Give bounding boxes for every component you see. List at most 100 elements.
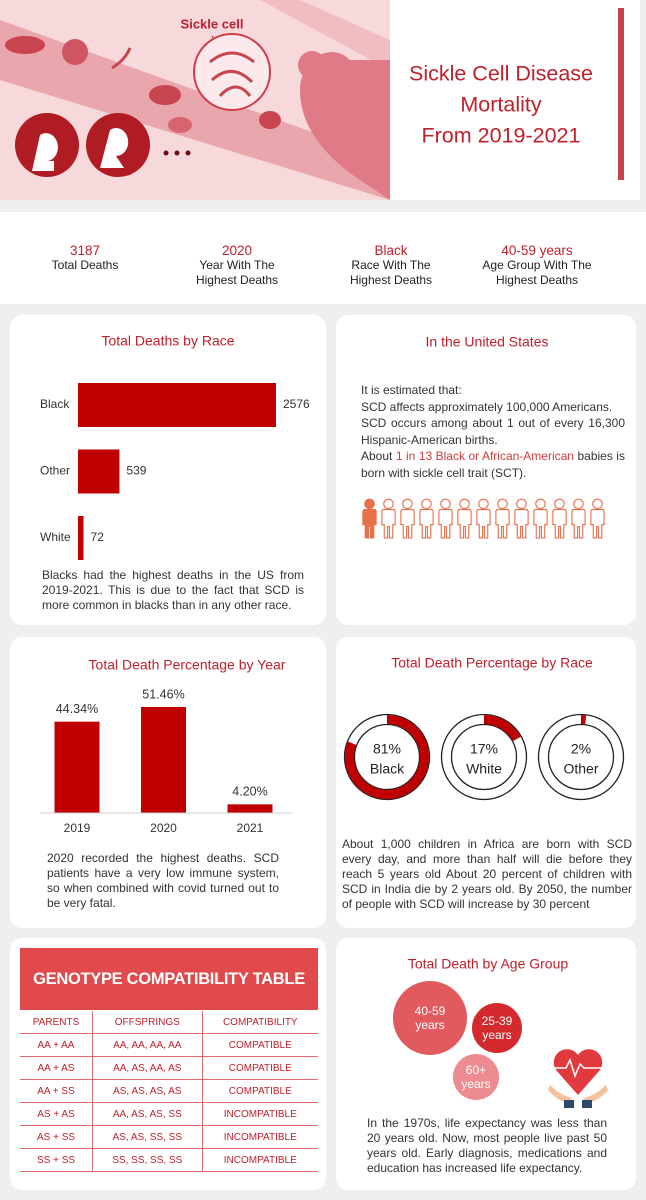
person-icon (438, 498, 453, 539)
bar (78, 449, 120, 494)
icon-head (100, 128, 129, 168)
bubble: 25-39 years (471, 1002, 522, 1053)
table-cell: AA + AS (20, 1056, 93, 1080)
table-row: SS + SS SS, SS, SS, SS INCOMPATIBLE (20, 1148, 318, 1172)
stat: 3187 Total Deaths (30, 243, 140, 273)
table-cell: INCOMPATIBLE (201, 1148, 318, 1172)
table-cell: INCOMPATIBLE (201, 1125, 318, 1149)
value-label: 72 (91, 530, 105, 544)
category-label: 2021 (237, 821, 264, 835)
sickle-cell (111, 47, 132, 70)
person-icon (400, 498, 415, 539)
table-cell: SS + SS (20, 1148, 93, 1172)
illustration-label: Sickle cell (181, 16, 244, 31)
value-label: 81% (373, 741, 401, 757)
table-title: GENOTYPE COMPATIBILITY TABLE (20, 948, 318, 1010)
chart-title: Total Death by Age Group (408, 956, 569, 972)
value-label: 51.46% (142, 687, 184, 701)
table-row: AA + SS AS, AS, AS, AS COMPATIBLE (20, 1079, 318, 1103)
bar (78, 383, 276, 427)
stat-value: Black (374, 243, 408, 258)
stat-label: Year With The Highest Deaths (195, 258, 279, 287)
card (10, 315, 326, 625)
value-label: 4.20% (232, 785, 267, 799)
ring-outline (353, 723, 421, 791)
fetus (300, 51, 390, 200)
stats-bg (0, 212, 646, 304)
category-label: White (466, 761, 502, 777)
stat-label: Age Group With The Highest Deaths (482, 258, 592, 287)
hand (584, 1085, 608, 1104)
bubble-label: 40-59 years (414, 1004, 446, 1032)
text: About (361, 449, 393, 463)
table-cell: AS + SS (20, 1125, 93, 1149)
column-header: COMPATIBILITY (201, 1011, 318, 1034)
donut-arc (345, 715, 429, 799)
person-icon (571, 498, 586, 539)
ring-outline (450, 723, 518, 791)
category-label: White (40, 530, 71, 544)
category-label: 2020 (150, 821, 177, 835)
text-line: SCD affects approximately 100,000 Americ… (361, 399, 613, 414)
table-cell: INCOMPATIBLE (201, 1102, 318, 1126)
table-row: AA + AA AA, AA, AA, AA COMPATIBLE (20, 1033, 318, 1057)
text-line: It is estimated that: (361, 383, 462, 397)
sickle-cells (209, 51, 255, 98)
table-row: AS + SS AS, AS, SS, SS INCOMPATIBLE (20, 1125, 318, 1149)
title-line: Mortality (460, 93, 541, 117)
table-cell: AS, AS, SS, SS (92, 1125, 203, 1149)
stat-label: Total Deaths (51, 258, 119, 272)
ring-outline (547, 723, 615, 791)
cell (149, 85, 181, 105)
table-row: AS + AS AA, AS, AS, SS INCOMPATIBLE (20, 1102, 318, 1126)
highlight: 1 in 13 Black or African-American (395, 449, 574, 463)
bar (141, 707, 186, 813)
bar (78, 516, 84, 560)
bubble: 40-59 years (393, 981, 467, 1055)
value-label: 44.34% (56, 702, 98, 716)
cuff (582, 1100, 592, 1108)
stat-label: Race With The Highest Deaths (349, 258, 433, 287)
header-illustration: Sickle cell (0, 0, 390, 200)
vessel (0, 20, 390, 200)
value-label: 2576 (283, 397, 310, 411)
chart-note: Blacks had the highest deaths in the US … (42, 568, 304, 612)
ring-outline (537, 713, 625, 801)
accent-bar (618, 8, 624, 180)
value-label: 2% (571, 741, 591, 757)
person-icon (362, 498, 377, 539)
chart-title: Total Death Percentage by Race (391, 655, 593, 671)
us-text: It is estimated that: SCD affects approx… (361, 382, 625, 481)
table-cell: COMPATIBLE (201, 1056, 318, 1080)
person-icon (552, 498, 567, 539)
value-label: 539 (126, 464, 146, 478)
text: babies is born with sickle cell trait (S… (361, 449, 625, 480)
category-label: Black (40, 397, 70, 411)
table-cell: AA + AA (20, 1033, 93, 1057)
category-label: Other (40, 464, 70, 478)
ring-outline (440, 713, 528, 801)
dot (174, 150, 180, 156)
stat: Black Race With The Highest Deaths (346, 243, 436, 288)
genotype-table: PARENTS OFFSPRINGS COMPATIBILITY AA + AA AA… (20, 1011, 318, 1172)
section-title: In the United States (426, 334, 549, 350)
card (336, 315, 636, 625)
donut-arc (483, 715, 521, 742)
value-label: 17% (470, 741, 498, 757)
bar (227, 804, 273, 813)
category-label: 2019 (64, 821, 91, 835)
heart (553, 1049, 603, 1095)
cell (168, 117, 192, 133)
bar (54, 721, 100, 813)
pulse (553, 1058, 603, 1079)
stat-value: 2020 (221, 243, 253, 258)
pictogram (362, 498, 605, 539)
stat-value: 3187 (69, 243, 101, 258)
person-icon (533, 498, 548, 539)
card (336, 637, 636, 928)
hand (548, 1085, 572, 1104)
text-line: About 1 in 13 Black or African-American … (361, 448, 625, 481)
